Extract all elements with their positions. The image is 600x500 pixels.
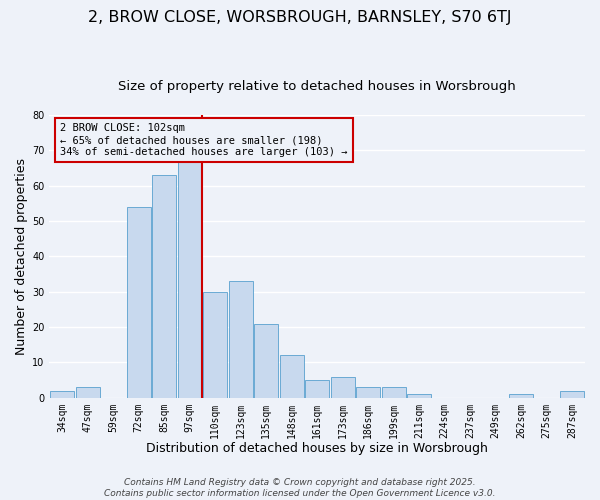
Bar [407,394,431,398]
Bar [560,390,584,398]
Text: Contains HM Land Registry data © Crown copyright and database right 2025.
Contai: Contains HM Land Registry data © Crown c… [104,478,496,498]
Title: Size of property relative to detached houses in Worsbrough: Size of property relative to detached ho… [118,80,516,93]
Bar [203,292,227,398]
Bar [305,380,329,398]
Text: 2 BROW CLOSE: 102sqm
← 65% of detached houses are smaller (198)
34% of semi-deta: 2 BROW CLOSE: 102sqm ← 65% of detached h… [60,124,347,156]
Bar [382,387,406,398]
Y-axis label: Number of detached properties: Number of detached properties [15,158,28,355]
Bar [178,161,202,398]
Bar [50,390,74,398]
Bar [127,207,151,398]
Bar [280,356,304,398]
Bar [331,376,355,398]
Bar [509,394,533,398]
Bar [76,387,100,398]
Bar [356,387,380,398]
Bar [152,175,176,398]
X-axis label: Distribution of detached houses by size in Worsbrough: Distribution of detached houses by size … [146,442,488,455]
Bar [254,324,278,398]
Text: 2, BROW CLOSE, WORSBROUGH, BARNSLEY, S70 6TJ: 2, BROW CLOSE, WORSBROUGH, BARNSLEY, S70… [88,10,512,25]
Bar [229,281,253,398]
